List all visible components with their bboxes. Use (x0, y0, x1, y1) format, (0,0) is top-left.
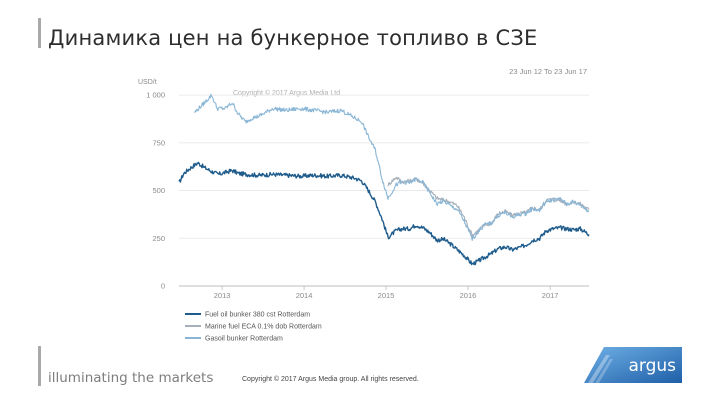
x-tick-label: 2013 (214, 291, 231, 300)
x-tick-label: 2016 (460, 291, 477, 300)
slide-title: Динамика цен на бункерное топливо в СЗЕ (48, 26, 538, 50)
x-tick-label: 2017 (542, 291, 559, 300)
series-line-fuel-oil (178, 161, 590, 266)
tagline: illuminating the markets (48, 370, 214, 386)
x-tick-label: 2014 (296, 291, 313, 300)
y-axis-unit-label: USD/t (138, 79, 157, 86)
footer-copyright: Copyright © 2017 Argus Media group. All … (242, 376, 419, 383)
price-chart: 23 Jun 12 To 23 Jun 17 USD/t Copyright ©… (138, 67, 590, 343)
legend-label: Gasoil bunker Rotterdam (205, 336, 283, 343)
svg-text:argus: argus (628, 356, 676, 376)
legend-label: Marine fuel ECA 0.1% dob Rotterdam (205, 324, 322, 331)
chart-watermark: Copyright © 2017 Argus Media Ltd (233, 89, 340, 97)
y-tick-label: 750 (152, 138, 165, 147)
title-accent-bar (38, 18, 41, 48)
footer-accent-bar (38, 346, 41, 386)
y-tick-label: 1 000 (146, 91, 165, 100)
chart-date-range: 23 Jun 12 To 23 Jun 17 (509, 67, 587, 76)
y-tick-label: 0 (161, 282, 165, 291)
y-tick-label: 500 (152, 186, 165, 195)
legend-label: Fuel oil bunker 380 cst Rotterdam (205, 312, 310, 319)
series-line-gasoil (194, 93, 589, 241)
x-tick-label: 2015 (378, 291, 395, 300)
series-line-marine-fuel (387, 176, 590, 239)
argus-logo: argus (584, 347, 682, 383)
y-tick-label: 250 (152, 234, 165, 243)
